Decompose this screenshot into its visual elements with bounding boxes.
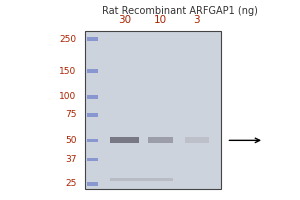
Text: 100: 100 <box>59 92 76 101</box>
Text: 250: 250 <box>59 34 76 44</box>
Text: 25: 25 <box>65 180 76 188</box>
Text: 3: 3 <box>193 15 200 25</box>
Bar <box>85 31 220 189</box>
Bar <box>110 137 139 143</box>
Text: 150: 150 <box>59 67 76 76</box>
Text: 37: 37 <box>65 155 76 164</box>
Text: 10: 10 <box>154 15 167 25</box>
Bar <box>148 137 173 143</box>
Bar <box>110 178 172 181</box>
Text: 30: 30 <box>118 15 131 25</box>
Text: 75: 75 <box>65 110 76 119</box>
Bar <box>87 158 98 161</box>
Text: Rat Recombinant ARFGAP1 (ng): Rat Recombinant ARFGAP1 (ng) <box>102 6 258 16</box>
Bar <box>87 37 98 41</box>
Bar <box>184 137 208 143</box>
Bar <box>87 139 98 142</box>
Text: 50: 50 <box>65 136 76 145</box>
Bar <box>87 95 98 99</box>
Bar <box>87 69 98 73</box>
Bar <box>87 113 98 117</box>
Bar <box>87 182 98 186</box>
